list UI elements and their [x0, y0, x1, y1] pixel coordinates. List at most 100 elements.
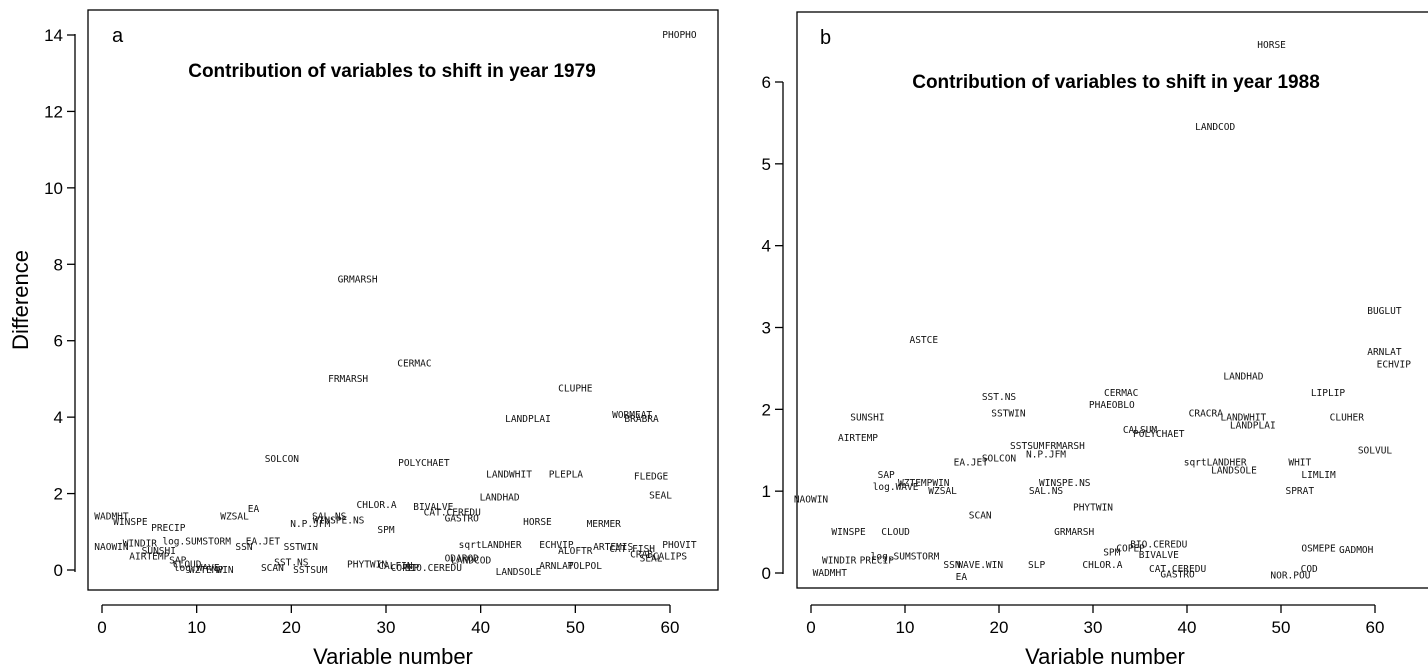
point-label-b: GADMOH: [1339, 545, 1374, 556]
point-label-a: CALFIN: [378, 561, 413, 572]
x-tick-label-a: 40: [471, 618, 490, 637]
panel-label-a: a: [112, 25, 124, 47]
point-label-a: WINDIR: [123, 538, 158, 549]
point-label-b: WINSPE.NS: [1039, 478, 1091, 489]
point-label-a: CRAB: [630, 550, 653, 561]
x-tick-label-b: 0: [806, 618, 815, 637]
x-axis-label-b: Variable number: [1025, 644, 1185, 669]
point-label-a: COPEP: [391, 563, 420, 574]
point-label-a: log.WAVE: [174, 563, 220, 574]
point-label-a: SCAN: [261, 563, 284, 574]
point-label-a: SSN: [235, 542, 252, 553]
point-label-b: LANDHAD: [1223, 372, 1263, 383]
point-label-a: ALOFTR: [558, 546, 593, 557]
point-label-a: WIN: [216, 565, 233, 576]
x-tick-label-a: 30: [377, 618, 396, 637]
point-label-a: BRABRA: [624, 414, 659, 425]
point-label-a: ARTEMIS: [593, 542, 633, 553]
x-tick-label-b: 50: [1272, 618, 1291, 637]
point-label-a: SPM: [377, 525, 394, 536]
point-label-a: WINSPE.NS: [313, 515, 365, 526]
point-label-a: NAOWIN: [94, 542, 129, 553]
point-label-a: SAP: [169, 555, 186, 566]
point-label-a: GRMARSH: [338, 275, 378, 286]
panel-label-b: b: [820, 27, 831, 49]
point-label-a: CHLOR.A: [357, 500, 397, 511]
point-label-b: SAP: [878, 470, 895, 481]
point-label-a: PRECIP: [151, 523, 186, 534]
point-label-b: GASTRO: [1160, 570, 1195, 581]
point-label-a: SEAL: [640, 554, 663, 565]
point-label-b: SSN: [943, 560, 960, 571]
point-label-a: SUNSHI: [142, 546, 176, 557]
point-label-b: SPRAT: [1285, 486, 1314, 497]
point-label-b: PHYTWIN: [1073, 503, 1113, 514]
point-label-a: WZSAL: [220, 512, 249, 523]
x-tick-label-b: 20: [990, 618, 1009, 637]
x-tick-label-a: 0: [97, 618, 106, 637]
point-label-b: PHAEOBLO: [1089, 400, 1135, 411]
points-a: PHOPHOGRMARSHCERMACFRMARSHCLUPHEWORMEATB…: [94, 30, 697, 578]
point-label-a: FLEDGE: [634, 471, 669, 482]
point-label-a: ARNLAT: [539, 561, 574, 572]
point-label-a: WORMEAT: [612, 410, 652, 421]
point-label-a: PHYTWIN: [347, 559, 387, 570]
point-label-a: EA: [248, 504, 260, 515]
point-label-b: COD: [1301, 564, 1318, 575]
point-label-b: SSTWIN: [991, 408, 1026, 419]
point-label-b: NAOWIN: [794, 494, 829, 505]
x-tick-label-b: 40: [1178, 618, 1197, 637]
point-label-a: WINSPE: [113, 517, 148, 528]
point-label-b: BUGLUT: [1367, 306, 1402, 317]
point-label-b: WZTEMPWIN: [898, 478, 950, 489]
point-label-a: PLEPLA: [549, 469, 584, 480]
point-label-a: MERMER: [587, 519, 622, 530]
point-label-a: CAT.CEREDU: [424, 508, 481, 519]
point-label-b: WINSPE: [831, 527, 866, 538]
point-label-b: SAL.NS: [1029, 486, 1064, 497]
point-label-a: CLUPHE: [558, 383, 593, 394]
point-label-a: LANDSOLE: [496, 567, 542, 578]
y-tick-label-a: 2: [54, 485, 63, 504]
point-label-a: CAT.FISH: [609, 544, 655, 555]
chart-title-a: Contribution of variables to shift in ye…: [188, 61, 596, 82]
point-label-a: CALIPS: [653, 552, 688, 563]
y-tick-label-a: 0: [54, 561, 63, 580]
point-label-b: SOLCON: [982, 453, 1017, 464]
x-axis-label-a: Variable number: [313, 644, 473, 669]
point-label-b: ECHVIP: [1377, 359, 1412, 370]
point-label-b: ARNLAT: [1367, 347, 1402, 358]
panel-b: 0 10 20 30 40 50 60 0 1 2 3 4 5 6 HORSE LANDCOD BUGLUT A…: [762, 11, 1428, 669]
point-label-b: ASTCE: [909, 335, 938, 346]
point-label-b: BIO.CEREDU: [1130, 539, 1187, 550]
point-label-b: FRMARSH: [1045, 441, 1085, 452]
y-tick-label-a: 8: [54, 255, 63, 274]
point-label-b: LANDPLAI: [1230, 421, 1276, 432]
point-label-a: LANDHAD: [480, 492, 520, 503]
y-tick-label-b: 6: [762, 73, 771, 92]
point-label-a: ODAROD: [445, 554, 480, 565]
point-label-b: BIVALVE: [1139, 550, 1179, 561]
point-label-b: AIRTEMP: [838, 433, 878, 444]
point-label-b: EA.JET: [954, 458, 989, 469]
point-label-a: SOLCON: [265, 454, 300, 465]
point-label-b: SOLVUL: [1358, 445, 1393, 456]
point-label-b: WAVE.WIN: [957, 560, 1003, 571]
point-label-b: LANDSOLE: [1211, 466, 1257, 477]
point-label-b: sqrtLANDHER: [1184, 458, 1247, 469]
x-tick-label-b: 10: [896, 618, 915, 637]
point-label-b: WZSAL: [928, 486, 957, 497]
y-axis-label-a: Difference: [8, 250, 33, 350]
point-label-a: ECHVIP: [539, 540, 574, 551]
x-tick-label-b: 30: [1084, 618, 1103, 637]
point-label-a: SEAL: [649, 490, 672, 501]
point-label-a: PHOPHO: [662, 30, 697, 41]
point-label-a: N.P.JFM: [290, 519, 330, 530]
ticks-b: 0 10 20 30 40 50 60 0 1 2 3 4 5 6: [762, 73, 1385, 637]
point-label-a: WZTEMP: [189, 565, 224, 576]
point-label-a: CERMAC: [397, 359, 431, 370]
point-label-b: LANDCOD: [1195, 122, 1235, 133]
point-label-b: WINDIR: [822, 556, 857, 567]
